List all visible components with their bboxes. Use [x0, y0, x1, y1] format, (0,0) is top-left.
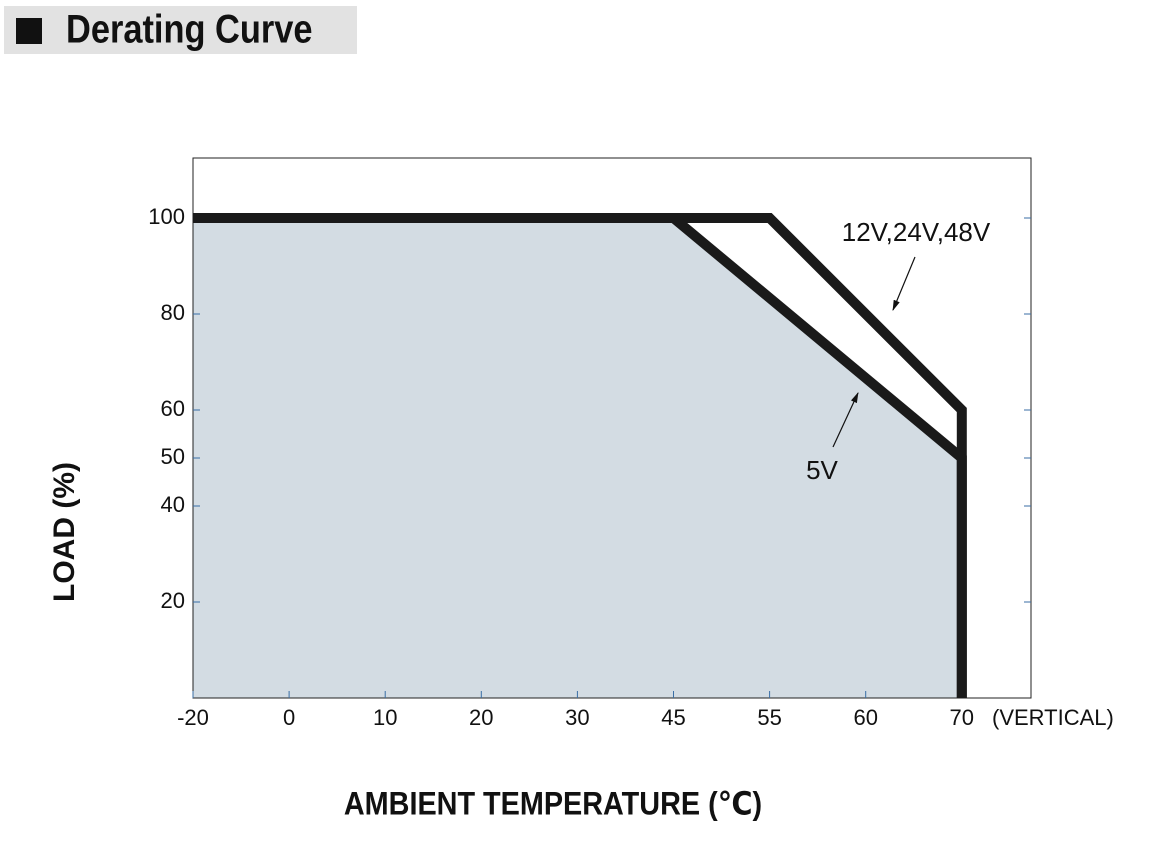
x-axis-label: AMBIENT TEMPERATURE (℃) [344, 786, 762, 822]
x-tick-label: 20 [469, 705, 493, 730]
series-label: 12V,24V,48V [842, 217, 991, 247]
y-axis-label: LOAD (%) [48, 462, 81, 602]
chart-title: Derating Curve [66, 6, 313, 51]
y-tick-label: 50 [161, 444, 185, 469]
y-tick-label: 20 [161, 588, 185, 613]
area-fill [193, 218, 962, 698]
title-box [4, 6, 357, 54]
x-tick-label: 45 [661, 705, 685, 730]
label-arrow [832, 392, 859, 448]
curve [193, 213, 967, 698]
x-tick-label: 55 [757, 705, 781, 730]
series-label: 5V [806, 455, 838, 485]
y-tick-label: 60 [161, 396, 185, 421]
x-tick-label: 30 [565, 705, 589, 730]
x-tick-label: 60 [853, 705, 877, 730]
x-tick-label: -20 [177, 705, 209, 730]
y-tick-label: 100 [148, 204, 185, 229]
y-tick-label: 40 [161, 492, 185, 517]
x-tick-label: 70 [950, 705, 974, 730]
title-square [16, 18, 42, 44]
x-axis-note: (VERTICAL) [992, 705, 1114, 730]
x-tick-label: 10 [373, 705, 397, 730]
y-tick-label: 80 [161, 300, 185, 325]
plot-frame [192, 157, 1032, 699]
x-tick-label: 0 [283, 705, 295, 730]
label-arrow [892, 256, 916, 311]
